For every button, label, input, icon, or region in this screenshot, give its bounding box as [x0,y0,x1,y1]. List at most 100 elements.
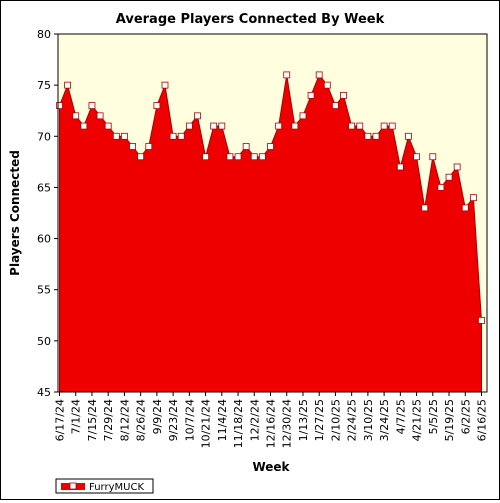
data-point [323,81,331,89]
data-point [234,153,242,161]
legend-marker [69,482,77,490]
y-tick-label: 45 [37,386,51,399]
x-tick-label: 5/5/25 [427,399,440,434]
x-tick-label: 6/2/25 [459,399,472,434]
data-point [372,132,380,140]
data-point [161,81,169,89]
data-point [380,122,388,130]
y-tick-label: 75 [37,79,51,92]
plot-border [57,33,488,393]
x-tick-label: 9/9/24 [151,399,164,434]
data-point [185,122,193,130]
x-tick-label: 12/30/24 [281,399,294,448]
y-tick-label: 70 [37,130,51,143]
x-tick-label: 2/24/25 [346,399,359,441]
data-point [299,112,307,120]
x-axis-label: Week [252,460,290,474]
x-tick-label: 8/12/24 [118,399,131,441]
data-point [112,132,120,140]
data-point [429,153,437,161]
markers-layer [56,71,485,324]
data-point [421,204,429,212]
x-tick-label: 10/7/24 [183,399,196,441]
x-tick-label: 12/16/24 [265,399,278,448]
x-tick-label: 3/10/25 [362,399,375,441]
y-axis-label: Players Connected [8,150,22,276]
x-tick-label: 6/16/25 [476,399,489,441]
x-tick-label: 9/23/24 [167,399,180,441]
x-tick-label: 11/4/24 [216,399,229,441]
data-point [226,153,234,161]
legend-label: FurryMUCK [89,482,144,493]
x-tick-label: 5/19/25 [443,399,456,441]
data-point [405,132,412,140]
data-point [469,194,477,202]
data-point [104,122,112,130]
data-point [413,153,420,161]
x-tick-label: 7/1/24 [70,399,83,434]
data-point [453,163,461,171]
data-point [145,143,153,150]
data-point [88,102,96,109]
data-point [242,143,250,150]
data-point [80,122,88,130]
data-point [348,122,356,130]
data-point [478,316,485,324]
x-tick-label: 3/24/25 [378,399,391,441]
x-tick-label: 6/17/24 [54,399,67,441]
data-point [445,173,453,181]
x-axis: 6/17/24 7/1/24 7/15/24 7/29/24 8/12/24 8/26/2… [54,392,489,448]
x-tick-label: 1/13/25 [297,399,310,441]
y-tick-label: 80 [37,28,51,41]
data-point [64,81,72,89]
x-tick-label: 1/27/25 [313,399,326,441]
y-tick-label: 55 [37,284,51,297]
data-point [356,122,364,130]
data-point [267,143,274,150]
y-axis: 45 50 55 60 65 70 75 80 [37,28,58,399]
x-tick-label: 8/26/24 [135,399,148,441]
x-tick-label: 11/18/24 [232,399,245,448]
x-tick-label: 7/29/24 [102,399,115,441]
legend: FurryMUCK [55,478,154,494]
y-tick-label: 65 [37,181,51,194]
data-point [332,102,339,109]
x-tick-label: 4/21/25 [411,399,424,441]
x-tick-label: 4/7/25 [394,399,407,434]
data-point [461,204,469,212]
data-point [169,132,177,140]
data-point [137,153,145,161]
data-point [340,91,347,99]
data-point [129,143,136,150]
data-point [153,102,161,109]
x-tick-label: 12/2/24 [248,399,261,441]
data-point [291,122,299,130]
data-point [388,122,396,130]
data-point [250,153,258,161]
data-point [307,91,315,99]
data-point [202,153,209,161]
data-point [210,122,218,130]
data-point [437,184,445,191]
x-tick-label: 2/10/25 [329,399,342,441]
data-point [275,122,283,130]
x-tick-label: 10/21/24 [200,399,213,448]
data-point [121,132,128,140]
data-point [72,112,80,120]
data-point [315,71,323,79]
data-point [396,163,404,171]
data-point [283,71,291,79]
chart-title: Average Players Connected By Week [116,12,385,27]
y-tick-label: 60 [37,233,51,246]
data-point [56,102,63,109]
y-tick-label: 50 [37,335,51,348]
data-point [218,122,226,130]
data-point [364,132,372,140]
data-point [258,153,266,161]
data-point [177,132,185,140]
data-point [194,112,201,120]
x-tick-label: 7/15/24 [86,399,99,441]
data-point [96,112,104,120]
